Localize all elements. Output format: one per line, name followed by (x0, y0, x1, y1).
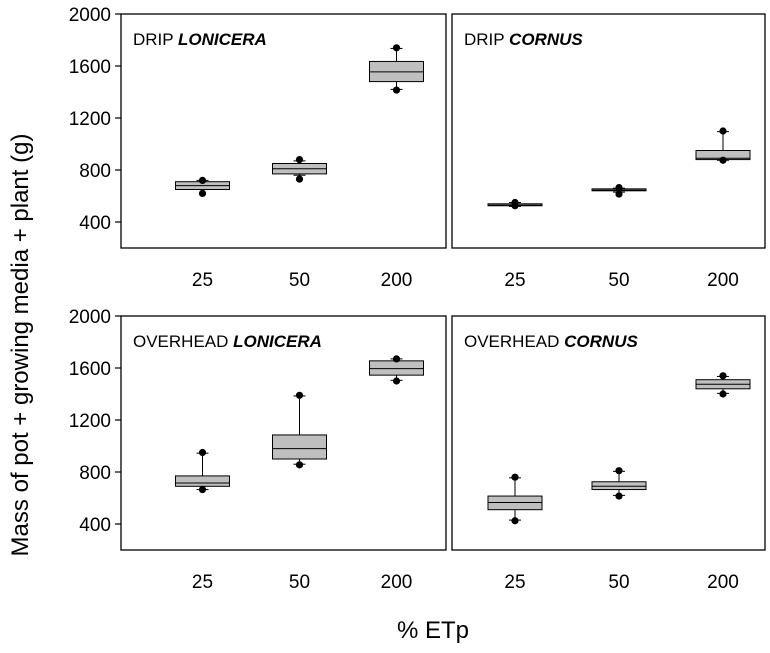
box-50 (591, 467, 647, 500)
outlier-point (615, 467, 623, 475)
panel-title: DRIP LONICERA (133, 30, 267, 49)
box-50 (272, 156, 327, 183)
outlier-point (719, 372, 727, 380)
y-tick-label: 400 (79, 515, 111, 536)
x-tick-label: 200 (381, 270, 413, 291)
chart-panel-1: DRIP LONICERA 400 800 1200 1600 2000 25 50 200 (69, 5, 447, 291)
x-tick-label: 50 (289, 270, 310, 291)
box-25 (175, 448, 230, 494)
outlier-point (295, 156, 304, 164)
y-tick-label: 400 (79, 213, 111, 234)
panel-title: OVERHEAD LONICERA (133, 332, 322, 351)
panel-frame (120, 13, 447, 249)
x-axis-label: % ETp (397, 617, 469, 644)
panel-title-species: LONICERA (233, 332, 322, 351)
y-axis-label: Mass of pot + growing media + plant (g) (7, 134, 34, 557)
panel-title-prefix: DRIP (133, 30, 178, 49)
box-200 (695, 372, 751, 398)
box-50 (272, 391, 327, 469)
panel-frame (451, 13, 766, 249)
x-tick-label: 25 (504, 270, 525, 291)
panel-title-prefix: OVERHEAD (133, 332, 233, 351)
outlier-point (198, 189, 207, 197)
outlier-point (392, 44, 401, 52)
panel-title-prefix: DRIP (464, 30, 509, 49)
x-tick-label: 25 (192, 270, 213, 291)
chart-panel-4: OVERHEAD CORNUS 25 50 200 (451, 315, 766, 593)
outlier-point (615, 492, 623, 500)
box-200 (369, 44, 424, 94)
outlier-point (198, 485, 207, 494)
outlier-point (198, 176, 207, 184)
box-200 (695, 127, 751, 164)
outlier-point (198, 448, 207, 457)
outlier-point (295, 461, 304, 469)
outlier-point (615, 183, 623, 192)
panel-title-prefix: OVERHEAD (464, 332, 564, 351)
outlier-point (719, 156, 727, 164)
x-tick-label: 200 (381, 572, 413, 593)
y-tick-label: 1200 (69, 411, 111, 432)
x-tick-label: 50 (608, 270, 629, 291)
outlier-point (392, 86, 401, 94)
y-tick-label: 1200 (69, 109, 111, 130)
panel-title: DRIP CORNUS (464, 30, 583, 49)
panel-title-species: CORNUS (509, 30, 583, 49)
box-25 (487, 198, 543, 210)
outlier-point (511, 473, 519, 481)
panel-title: OVERHEAD CORNUS (464, 332, 638, 351)
outlier-point (295, 391, 304, 399)
box-25 (487, 473, 543, 525)
outlier-point (719, 390, 727, 398)
panel-frame (120, 315, 447, 551)
box-body (591, 481, 647, 491)
panel-frame (451, 315, 766, 551)
outlier-point (511, 517, 519, 525)
panel-title-species: CORNUS (564, 332, 638, 351)
panel-title-species: LONICERA (178, 30, 267, 49)
x-tick-label: 25 (504, 572, 525, 593)
y-tick-label: 2000 (69, 307, 111, 328)
y-tick-label: 1600 (69, 359, 111, 380)
x-tick-label: 200 (707, 572, 739, 593)
outlier-point (719, 127, 727, 135)
y-tick-label: 800 (79, 463, 111, 484)
x-tick-label: 50 (289, 572, 310, 593)
outlier-point (615, 190, 623, 198)
chart-panel-3: OVERHEAD LONICERA 400 800 1200 1600 2000 25 50 2… (69, 307, 447, 593)
outlier-point (392, 377, 401, 385)
box-200 (369, 355, 424, 385)
box-body (175, 475, 230, 487)
outlier-point (295, 175, 304, 183)
outlier-point (511, 198, 519, 207)
y-tick-label: 2000 (69, 5, 111, 26)
outlier-point (392, 355, 401, 363)
box-50 (591, 183, 647, 198)
y-tick-label: 1600 (69, 57, 111, 78)
x-tick-label: 50 (608, 572, 629, 593)
box-25 (175, 176, 230, 197)
x-tick-label: 25 (192, 572, 213, 593)
y-tick-label: 800 (79, 161, 111, 182)
chart-panel-2: DRIP CORNUS 25 50 200 (451, 13, 766, 291)
box-body (369, 360, 424, 376)
x-tick-label: 200 (707, 270, 739, 291)
box-body (272, 434, 327, 460)
